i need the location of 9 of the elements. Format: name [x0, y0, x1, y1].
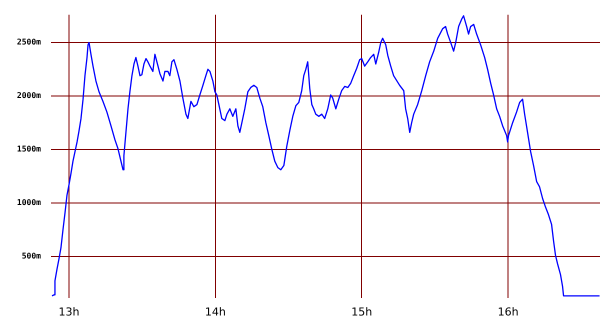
y-tick-label: 2500m [16, 38, 42, 47]
x-tick-label: 15h [351, 305, 372, 318]
y-tick-label: 500m [22, 251, 42, 260]
y-tick-label: 1000m [16, 198, 42, 207]
x-tick-label: 14h [204, 305, 226, 318]
x-tick-label: 13h [58, 305, 80, 318]
y-tick-label: 1500m [16, 144, 42, 154]
x-tick-label: 16h [498, 305, 519, 318]
y-tick-label: 2000m [16, 91, 42, 100]
